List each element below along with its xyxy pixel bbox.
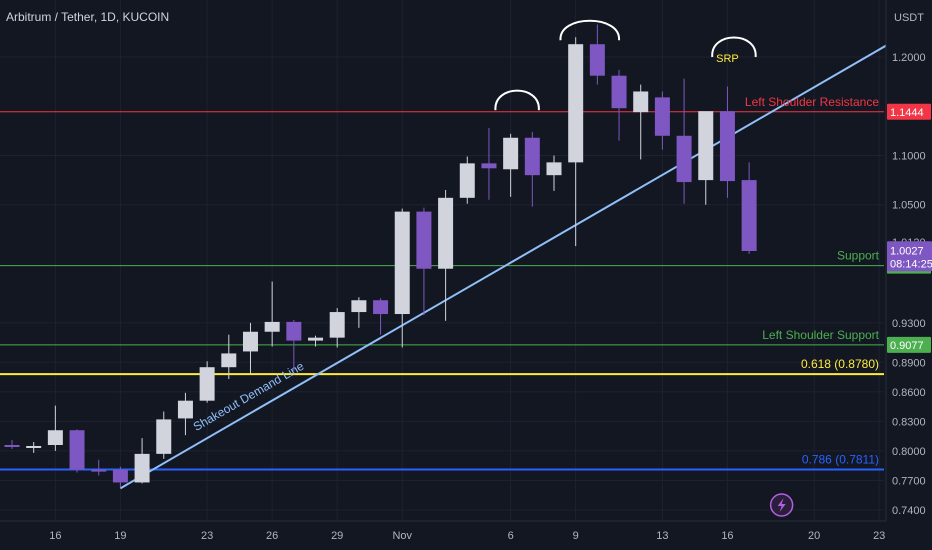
x-tick-label: 9 [573, 530, 579, 542]
candle-body [329, 312, 345, 338]
level-label: Support [837, 249, 880, 263]
candle-body [351, 300, 367, 313]
candle-body [373, 300, 389, 315]
candle-body [589, 44, 605, 76]
fib-level-label: 0.786 (0.7811) [802, 453, 879, 467]
candle-body [654, 97, 670, 136]
y-tick-label: 0.9300 [892, 318, 926, 330]
lightning-bolt-icon [777, 498, 786, 512]
candle-body [416, 211, 432, 269]
candle-body [524, 137, 540, 176]
candle-body [112, 469, 128, 483]
candle-body [264, 321, 280, 332]
price-badge [887, 103, 931, 120]
candle-body [546, 162, 562, 176]
x-tick-label: 13 [656, 530, 668, 542]
countdown-label: 08:14:25 [890, 258, 932, 270]
candle-body [156, 419, 172, 454]
candle-body [286, 321, 302, 341]
candle-body [568, 44, 584, 163]
candle-body [134, 453, 150, 483]
candle-body [47, 430, 63, 446]
x-tick-label: 19 [114, 530, 126, 542]
x-tick-label: 23 [201, 530, 213, 542]
y-tick-label: 1.0500 [892, 200, 926, 212]
level-label: Left Shoulder Resistance [745, 95, 879, 109]
candle-body [69, 430, 85, 470]
last-price-label: 1.0027 [890, 245, 924, 257]
candle-body [177, 400, 193, 419]
candle-body [633, 91, 649, 113]
x-tick-label: 20 [808, 530, 820, 542]
y-tick-label: 0.7700 [892, 475, 926, 487]
hand-drawn-arc [559, 19, 621, 41]
time-axis [0, 521, 932, 550]
y-tick-label: 0.8300 [892, 416, 926, 428]
fib-level-label: 0.618 (0.8780) [801, 357, 879, 371]
last-price-badge [887, 241, 932, 272]
candle-body [221, 353, 237, 368]
y-tick-label: 1.1000 [892, 150, 926, 162]
y-tick-label: 0.7400 [892, 505, 926, 517]
candles [4, 24, 757, 488]
srp-label: SRP [716, 53, 739, 65]
level-label: Left Shoulder Support [762, 328, 879, 342]
price-badge-label: 1.1444 [890, 107, 924, 119]
x-tick-label: 29 [331, 530, 343, 542]
candle-body [698, 111, 714, 181]
candle-body [199, 367, 215, 401]
candle-body [719, 111, 735, 182]
y-tick-label: 0.8600 [892, 387, 926, 399]
candle-body [91, 469, 107, 472]
price-axis [886, 0, 932, 550]
x-tick-label: 26 [266, 530, 278, 542]
x-tick-label: 6 [508, 530, 514, 542]
candle-body [481, 163, 497, 169]
hand-drawn-arc [494, 89, 540, 111]
price-badge-label: 0.9077 [890, 340, 924, 352]
hand-drawn-arc [711, 36, 757, 58]
price-badge [887, 336, 931, 353]
x-tick-label: 23 [873, 530, 885, 542]
candle-body [438, 197, 454, 269]
x-tick-label: 16 [49, 530, 61, 542]
candle-body [503, 137, 519, 170]
y-tick-label: 1.2000 [892, 52, 926, 64]
trendline [119, 23, 924, 490]
candle-body [4, 445, 20, 448]
candle-body [741, 180, 757, 252]
candle-body [459, 163, 475, 198]
candle-body [242, 331, 258, 352]
x-tick-label: Nov [392, 530, 412, 542]
annotations: SRP [494, 19, 757, 111]
candle-body [676, 135, 692, 183]
y-tick-label: 0.8900 [892, 357, 926, 369]
chart-title: Arbitrum / Tether, 1D, KUCOIN [6, 10, 169, 24]
x-tick-label: 16 [721, 530, 733, 542]
currency-label: USDT [894, 12, 924, 24]
candle-body [308, 337, 324, 341]
candle-body [611, 75, 627, 109]
y-tick-label: 0.8000 [892, 446, 926, 458]
candle-body [26, 445, 42, 448]
candle-body [394, 211, 410, 315]
